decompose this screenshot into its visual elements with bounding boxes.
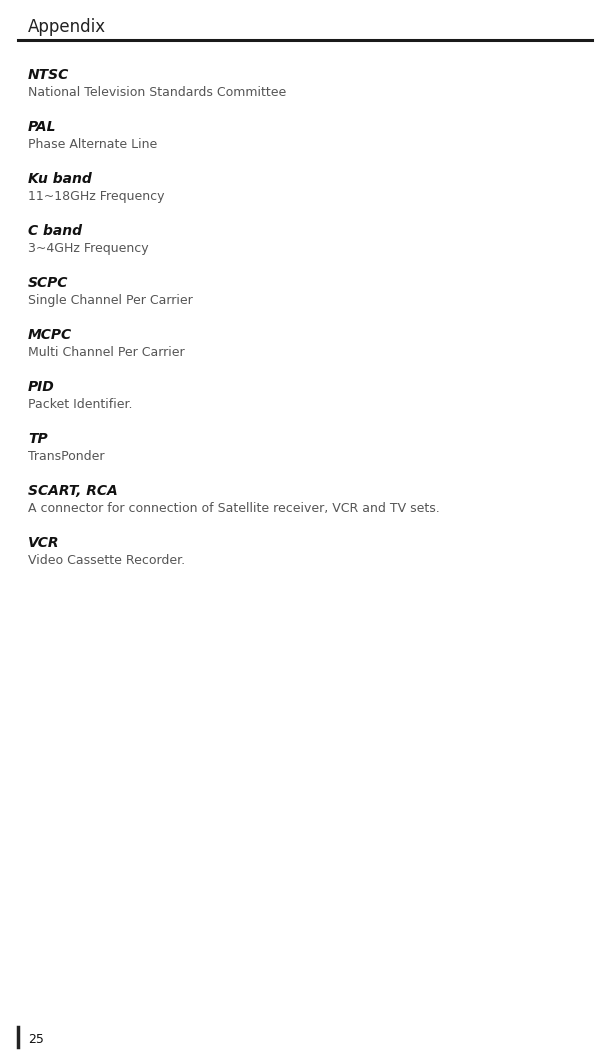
Text: Video Cassette Recorder.: Video Cassette Recorder. bbox=[28, 554, 185, 567]
Text: SCPC: SCPC bbox=[28, 276, 68, 290]
Text: A connector for connection of Satellite receiver, VCR and TV sets.: A connector for connection of Satellite … bbox=[28, 502, 440, 515]
Text: Single Channel Per Carrier: Single Channel Per Carrier bbox=[28, 294, 193, 307]
Text: TP: TP bbox=[28, 432, 48, 446]
Text: 11~18GHz Frequency: 11~18GHz Frequency bbox=[28, 190, 165, 203]
Text: SCART, RCA: SCART, RCA bbox=[28, 484, 118, 498]
Text: PID: PID bbox=[28, 380, 55, 394]
Text: VCR: VCR bbox=[28, 536, 60, 550]
Text: Phase Alternate Line: Phase Alternate Line bbox=[28, 138, 157, 151]
Text: Appendix: Appendix bbox=[28, 18, 106, 36]
Text: C band: C band bbox=[28, 225, 82, 238]
Text: 3~4GHz Frequency: 3~4GHz Frequency bbox=[28, 243, 149, 255]
Text: National Television Standards Committee: National Television Standards Committee bbox=[28, 86, 286, 98]
Text: 25: 25 bbox=[28, 1033, 44, 1046]
Text: MCPC: MCPC bbox=[28, 328, 72, 342]
Text: TransPonder: TransPonder bbox=[28, 450, 104, 463]
Text: Ku band: Ku band bbox=[28, 172, 92, 186]
Text: Packet Identifier.: Packet Identifier. bbox=[28, 398, 132, 411]
Text: PAL: PAL bbox=[28, 120, 57, 134]
Text: NTSC: NTSC bbox=[28, 68, 70, 82]
Text: Multi Channel Per Carrier: Multi Channel Per Carrier bbox=[28, 346, 185, 359]
